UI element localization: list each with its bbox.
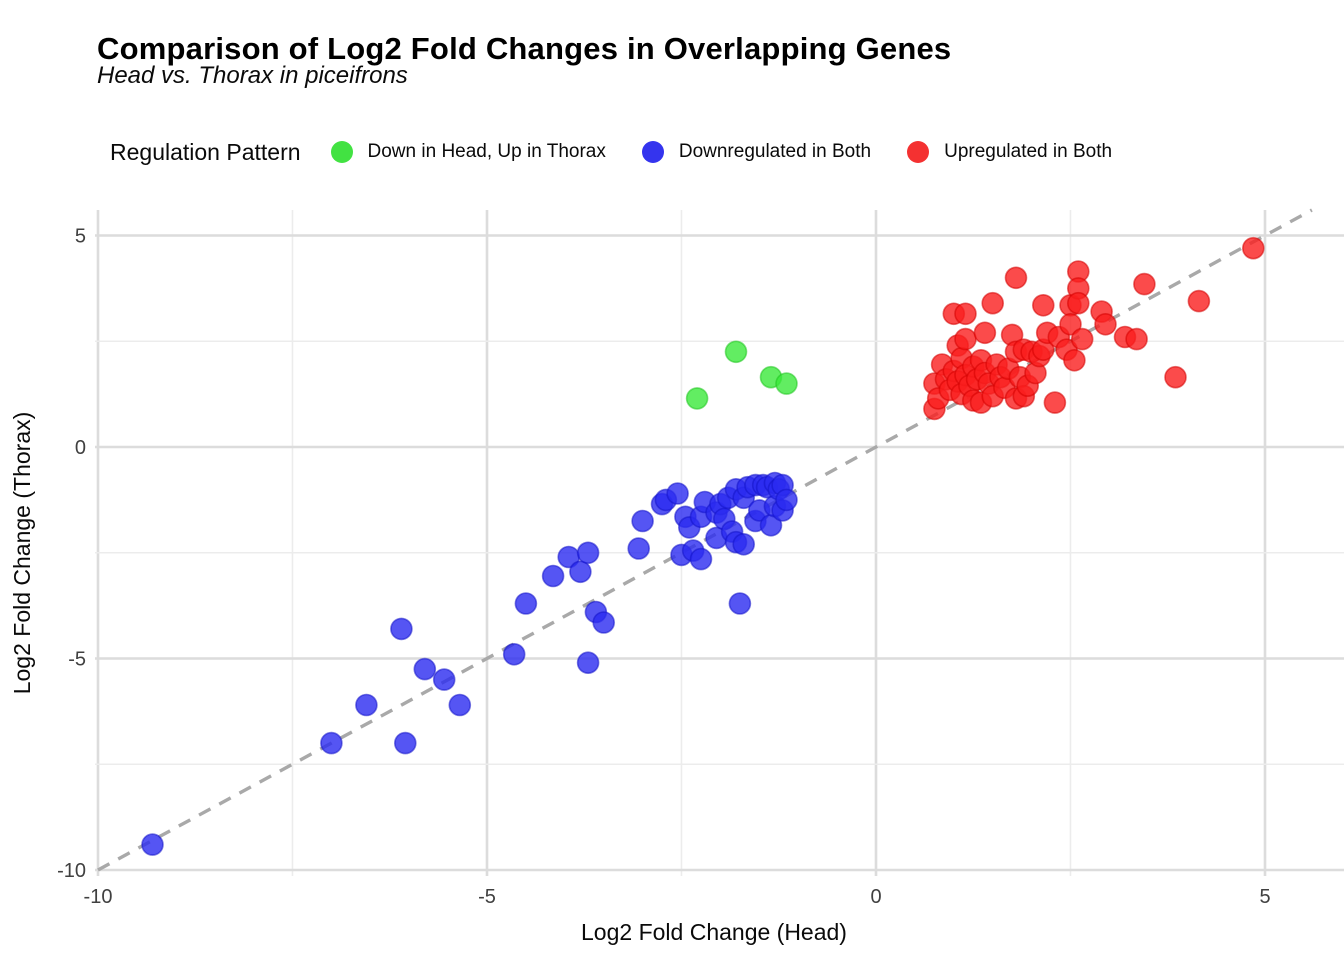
scatter-point [1070, 327, 1094, 351]
identity-dashed-line [97, 208, 1313, 872]
scatter-point [666, 482, 689, 505]
scatter-point [1094, 312, 1117, 336]
scatter-point [954, 302, 977, 326]
x-tick-label: 5 [1259, 886, 1270, 908]
x-axis-title: Log2 Fold Change (Head) [581, 919, 847, 945]
y-tick-label: -10 [57, 860, 86, 882]
scatter-point [1059, 312, 1082, 336]
legend-label: Downregulated in Both [678, 141, 872, 162]
y-tick-label: -5 [68, 649, 86, 671]
scatter-point [732, 532, 756, 556]
series-2 [141, 471, 798, 856]
chart-subtitle: Head vs. Thorax in piceifrons [97, 62, 408, 89]
page-title: Comparison of Log2 Fold Changes in Overl… [97, 30, 952, 66]
scatter-point [141, 833, 164, 856]
x-tick-label: -5 [478, 886, 496, 908]
scatter-point [576, 541, 600, 565]
scatter-point [728, 592, 752, 615]
series-1 [685, 340, 798, 410]
scatter-point [448, 693, 472, 717]
red-dot-icon [907, 141, 930, 163]
scatter-point [413, 657, 437, 681]
green-dot-icon [330, 141, 353, 163]
y-tick-label: 0 [75, 437, 86, 459]
scatter-point [954, 327, 977, 351]
x-tick-label: 0 [870, 886, 881, 908]
gridlines [95, 210, 1344, 876]
scatter-point [685, 387, 709, 410]
scatter-point [569, 560, 592, 584]
scatter-point [502, 642, 526, 666]
scatter-point [320, 731, 343, 755]
scatter-point [541, 564, 565, 588]
x-tick-label: -10 [84, 886, 113, 908]
scatter-point [981, 291, 1005, 315]
scatter-point [1242, 236, 1265, 260]
scatter-point [1043, 391, 1067, 414]
scatter-point [432, 668, 456, 691]
scatter-point [1187, 289, 1211, 313]
scatter-point [627, 537, 651, 560]
scatter-point [973, 321, 997, 345]
scatter-point [390, 617, 413, 641]
axis-tick-labels: -10 -5 0 5 5 0 -5 -10 [57, 226, 1270, 909]
scatter-point [631, 509, 654, 533]
scatter-point [1133, 272, 1156, 296]
scatter-point [576, 651, 600, 675]
scatter-point [1125, 327, 1148, 351]
scatter-point [1067, 291, 1090, 315]
legend-item-upregulated-both: Upregulated in Both [907, 141, 1112, 163]
scatter-point [393, 731, 417, 755]
identity-line [97, 208, 1313, 872]
legend-item-downregulated-both: Downregulated in Both [641, 141, 872, 163]
scatter-point [592, 611, 616, 634]
blue-dot-icon [641, 141, 664, 163]
scatter-point [775, 372, 798, 395]
scatter-point [1032, 293, 1055, 317]
scatter-point [1004, 266, 1028, 290]
data-points [141, 236, 1265, 856]
legend: Regulation Pattern Down in Head, Up in T… [110, 134, 1148, 170]
scatter-point [514, 592, 538, 615]
scatter-point [775, 488, 798, 512]
scatter-point [724, 340, 748, 364]
scatter-point [355, 693, 378, 717]
y-tick-label: 5 [75, 226, 86, 248]
scatter-point [1164, 365, 1187, 389]
scatter-point [689, 547, 713, 571]
legend-label: Upregulated in Both [944, 141, 1113, 162]
scatter-point [1063, 348, 1086, 372]
series-3 [923, 236, 1265, 421]
legend-item-down-head-up-thorax: Down in Head, Up in Thorax [330, 141, 606, 163]
legend-title: Regulation Pattern [110, 138, 301, 165]
legend-label: Down in Head, Up in Thorax [367, 141, 606, 162]
y-axis-title: Log2 Fold Change (Thorax) [9, 412, 35, 695]
